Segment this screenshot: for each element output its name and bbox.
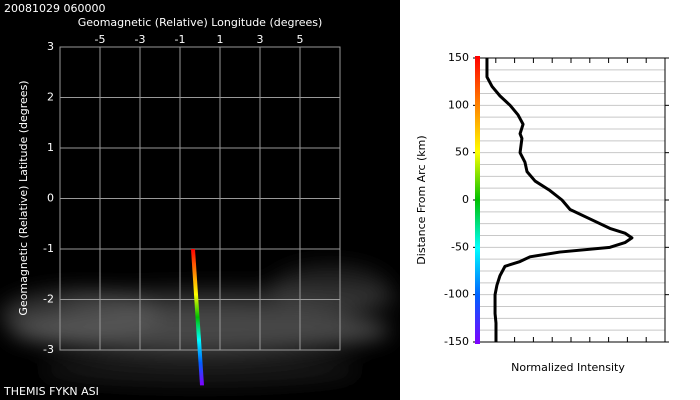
y-tick-label: 2 [47, 91, 54, 104]
y-tick-label: -50 [451, 240, 469, 253]
y-tick-label: 100 [448, 98, 469, 111]
x-tick-label: 1 [217, 33, 224, 46]
y-tick-label: -3 [43, 343, 54, 356]
footer: THEMIS FYKN ASI [3, 385, 99, 398]
y-tick-label: 0 [462, 193, 469, 206]
y-tick-label: -1 [43, 242, 54, 255]
intensity-line [485, 58, 634, 342]
x-tick-label: -1 [175, 33, 186, 46]
y-tick-label: 0 [47, 192, 54, 205]
y-tick-label: 50 [455, 146, 469, 159]
x-tick-label: -3 [135, 33, 146, 46]
y-tick-label: -2 [43, 293, 54, 306]
x-tick-label: 5 [297, 33, 304, 46]
y-tick-label: -100 [444, 288, 469, 301]
x-axis-label: Normalized Intensity [511, 361, 625, 374]
y-tick-label: 1 [47, 141, 54, 154]
arc-line [191, 249, 204, 386]
x-tick-label: -5 [95, 33, 106, 46]
x-tick-label: 3 [257, 33, 264, 46]
y-tick-label: -150 [444, 335, 469, 348]
timestamp: 20081029 060000 [4, 2, 105, 15]
y-tick-label: 3 [47, 40, 54, 53]
x-axis-label: Geomagnetic (Relative) Longitude (degree… [78, 16, 323, 29]
y-tick-label: 150 [448, 51, 469, 64]
color-bar [475, 56, 480, 344]
y-axis-label: Distance From Arc (km) [415, 135, 428, 264]
y-axis-label: Geomagnetic (Relative) Latitude (degrees… [17, 80, 30, 315]
